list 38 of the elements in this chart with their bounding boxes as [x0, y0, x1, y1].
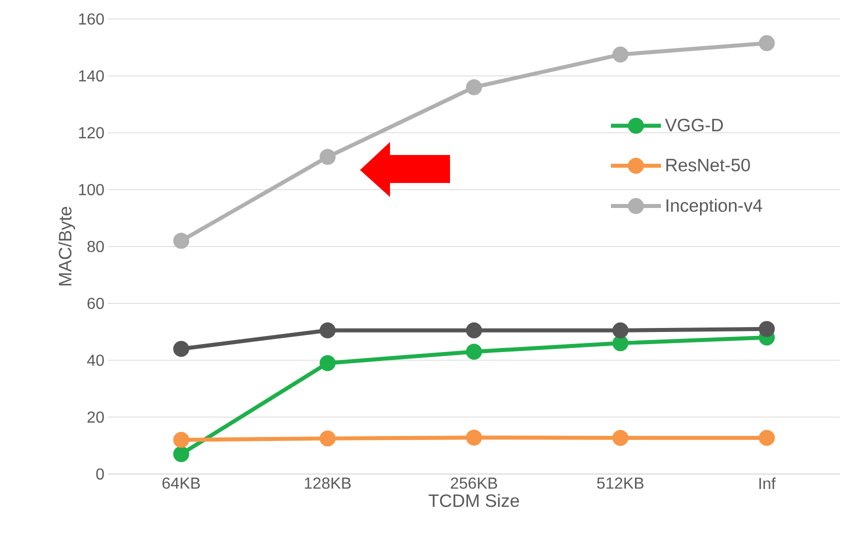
point — [173, 432, 190, 448]
point — [466, 322, 482, 338]
point — [612, 46, 628, 63]
y-tick-label: 80 — [87, 240, 104, 252]
x-axis-title: TCDM Size — [428, 494, 520, 508]
point — [466, 430, 482, 446]
point — [758, 430, 775, 446]
point — [173, 446, 190, 462]
y-tick-label: 40 — [87, 354, 104, 366]
point — [612, 430, 628, 446]
y-tick-label: 20 — [88, 411, 104, 423]
y-tick-label: 120 — [79, 127, 104, 138]
point — [320, 355, 336, 372]
y-tick-label: 160 — [79, 13, 104, 25]
legend-label: VGG-D — [665, 118, 723, 132]
point — [612, 335, 628, 352]
point — [466, 79, 482, 96]
legend-label: Inception-v4 — [666, 198, 762, 216]
point — [320, 322, 336, 338]
point — [173, 232, 190, 249]
point — [320, 430, 336, 446]
y-tick-label: 140 — [79, 70, 104, 82]
x-tick-label: 64KB — [162, 478, 200, 489]
x-tick-label: 128KB — [304, 478, 351, 489]
point — [758, 320, 775, 337]
point — [173, 340, 190, 357]
x-tick-label: Inf — [759, 478, 776, 490]
point — [466, 344, 482, 360]
legend-label: ResNet-50 — [666, 158, 750, 172]
point — [612, 322, 628, 338]
x-tick-label: 512KB — [597, 478, 644, 489]
point — [320, 148, 336, 165]
y-tick-label: 60 — [88, 298, 104, 310]
y-tick-label: 100 — [79, 184, 104, 196]
y-tick-label: 0 — [96, 468, 104, 480]
x-tick-label: 256KB — [450, 478, 498, 489]
y-axis-title: MAC/Byte — [58, 206, 76, 286]
point — [758, 35, 775, 52]
